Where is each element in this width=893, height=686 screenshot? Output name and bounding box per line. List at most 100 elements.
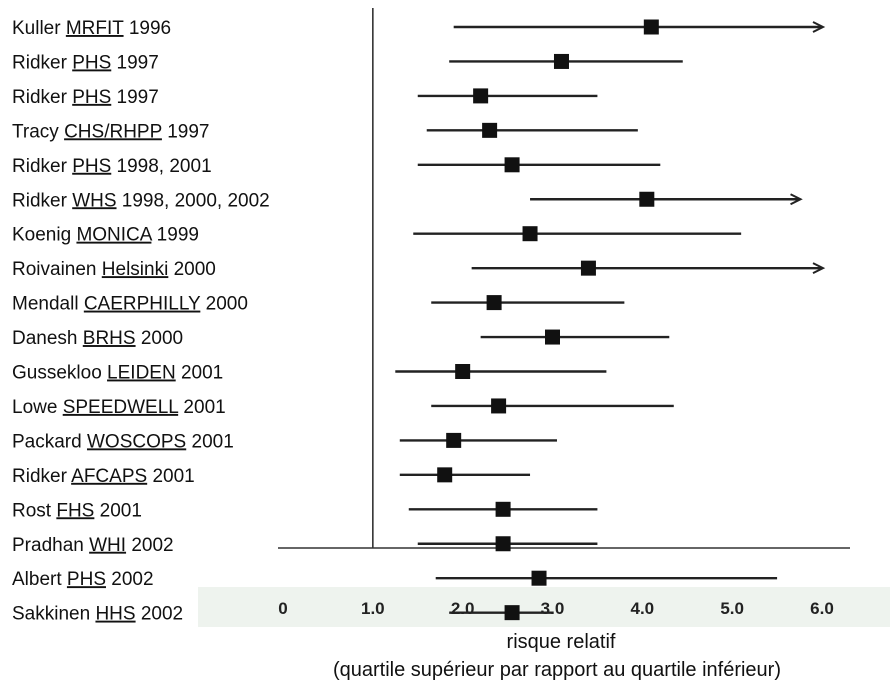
study-row: Ridker PHS 1998, 2001 [12,156,661,177]
study-author: Koenig [12,225,76,246]
study-author: Ridker [12,87,72,108]
study-name: FHS [56,500,94,521]
study-year: 2002 [106,569,154,590]
point-estimate [482,122,498,138]
study-name: CHS/RHPP [64,121,162,142]
study-name: PHS [72,52,111,73]
point-estimate [446,432,462,448]
study-row: Kuller MRFIT 1996 [12,18,826,39]
point-estimate [495,536,511,552]
study-label: Kuller MRFIT 1996 [12,18,171,39]
study-name: WHS [72,190,116,211]
study-label: Ridker PHS 1997 [12,87,159,108]
study-label: Sakkinen HHS 2002 [12,604,183,625]
study-name: CAERPHILLY [84,294,201,315]
study-row: Albert PHS 2002 [12,569,778,590]
group-separator [0,304,371,312]
x-tick-label: 5.0 [720,599,744,618]
study-year: 2001 [178,397,226,418]
x-tick-label: 4.0 [631,599,655,618]
study-year: 2001 [186,431,234,452]
x-axis-title: risque relatif [507,631,616,653]
study-name: SPEEDWELL [63,397,179,418]
study-label: Tracy CHS/RHPP 1997 [12,121,209,142]
study-year: 2000 [200,294,248,315]
study-author: Tracy [12,121,64,142]
study-row: Ridker PHS 1997 [12,87,598,108]
axes [0,8,850,549]
x-tick-labels: 0 1.0 2.0 3.0 4.0 5.0 6.0 [278,599,834,618]
point-estimate [473,88,489,104]
study-author: Pradhan [12,535,89,556]
study-year: 1996 [124,18,172,39]
x-tick-label: 0 [278,599,287,618]
study-row: Mendall CAERPHILLY 2000 [12,294,625,315]
study-year: 2001 [176,363,224,384]
study-year: 1997 [162,121,210,142]
study-row: Rost FHS 2001 [12,500,598,521]
study-row: Pradhan WHI 2002 [12,535,598,556]
point-estimate [495,501,511,517]
point-estimate [455,364,471,379]
study-label: Danesh BRHS 2000 [12,328,183,349]
study-name: PHS [72,87,111,108]
study-author: Kuller [12,18,66,39]
study-author: Gussekloo [12,363,107,384]
study-author: Mendall [12,294,84,315]
study-label: Ridker PHS 1997 [12,52,159,73]
study-year: 1997 [111,52,159,73]
study-row: Packard WOSCOPS 2001 [12,431,557,452]
x-tick-label: 3.0 [541,599,565,618]
point-estimate [545,329,560,345]
study-label: Lowe SPEEDWELL 2001 [12,397,226,418]
study-label: Gussekloo LEIDEN 2001 [12,363,223,384]
point-estimate [437,467,453,483]
ci-arrow [812,262,826,275]
study-row: Sakkinen HHS 2002 [12,604,553,625]
study-author: Packard [12,431,87,452]
study-year: 1997 [111,87,159,108]
study-name: LEIDEN [107,363,176,384]
point-estimate [522,226,538,242]
study-row: Roivainen Helsinki 2000 [12,259,826,280]
study-year: 1998, 2000, 2002 [117,190,270,211]
point-estimate [643,19,659,35]
study-row: Lowe SPEEDWELL 2001 [12,397,674,418]
study-author: Albert [12,569,67,590]
point-estimate [491,398,507,414]
study-year: 2001 [147,466,195,487]
study-label: Ridker PHS 1998, 2001 [12,156,212,177]
study-label: Koenig MONICA 1999 [12,225,199,246]
ci-arrow [812,21,826,33]
study-name: MRFIT [66,18,124,39]
point-estimate [504,157,520,173]
study-author: Ridker [12,190,72,211]
study-label: Albert PHS 2002 [12,569,154,590]
tick-band [198,587,890,627]
study-label: Rost FHS 2001 [12,500,142,521]
x-axis-subtitle: (quartile supérieur par rapport au quart… [333,659,781,681]
study-label: Ridker WHS 1998, 2000, 2002 [12,190,270,211]
x-tick-label: 1.0 [361,599,385,618]
study-row: Gussekloo LEIDEN 2001 [12,363,607,384]
study-author: Ridker [12,52,72,73]
study-label: Packard WOSCOPS 2001 [12,431,234,452]
study-name: PHS [67,569,106,590]
study-name: MONICA [76,225,152,246]
study-label: Mendall CAERPHILLY 2000 [12,294,248,315]
study-author: Danesh [12,328,83,349]
study-author: Rost [12,500,56,521]
study-label: Pradhan WHI 2002 [12,535,174,556]
point-estimate [486,295,502,311]
study-year: 1999 [151,225,199,246]
point-estimate [504,605,520,621]
study-name: BRHS [83,328,136,349]
study-row: Ridker AFCAPS 2001 [12,466,531,487]
study-label: Roivainen Helsinki 2000 [12,259,216,280]
study-author: Lowe [12,397,63,418]
study-name: AFCAPS [71,466,147,487]
point-estimate [580,260,596,276]
study-row: Ridker PHS 1997 [12,52,683,73]
